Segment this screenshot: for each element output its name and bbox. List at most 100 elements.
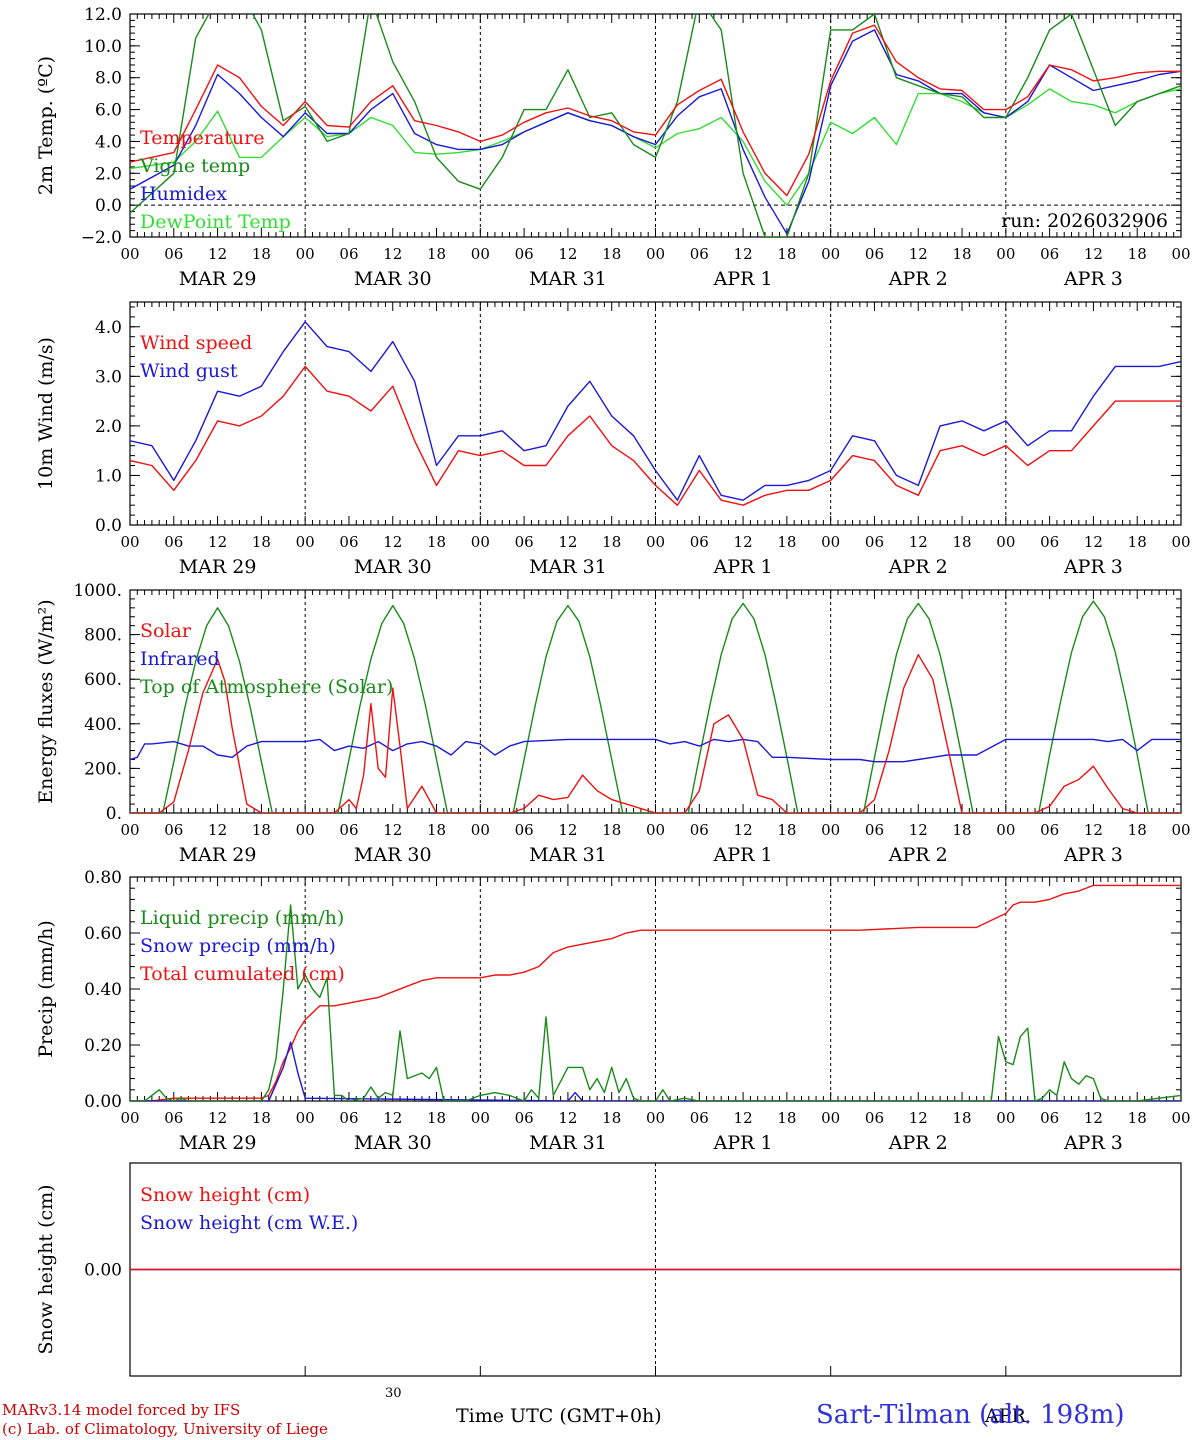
day-label: APR 2 [888,556,948,578]
hour-tick-label: 18 [1128,1109,1147,1127]
legend-entry: Snow height (cm) [140,1184,310,1206]
hour-tick-label: 06 [164,245,183,263]
hour-tick-label: 06 [865,245,884,263]
y-tick-label: 0. [106,804,122,824]
hour-tick-label: 00 [646,821,665,839]
legend-entry: Snow height (cm W.E.) [140,1212,358,1234]
hour-tick-label: 00 [821,245,840,263]
hour-tick-label: 06 [690,533,709,551]
y-tick-label: −2.0 [81,228,122,248]
hour-tick-label: 06 [865,1109,884,1127]
hour-tick-label: 18 [252,245,271,263]
day-label: APR 3 [1063,268,1123,290]
hour-tick-label: 06 [865,821,884,839]
hour-tick-label: 18 [777,533,796,551]
series-line-wind-speed [130,365,1181,506]
day-label: MAR 31 [529,844,607,866]
hour-tick-label: 12 [208,533,227,551]
y-tick-label: 0.20 [84,1036,122,1056]
stray-label-30: 30 [385,1386,402,1401]
hour-tick-label: 00 [296,245,315,263]
hour-tick-label: 12 [909,1109,928,1127]
series-line-solar [130,654,1181,813]
day-label: MAR 31 [529,1132,607,1154]
hour-tick-label: 00 [296,533,315,551]
series-line-temperature [130,24,1181,197]
legend-entry: DewPoint Temp [140,211,291,233]
hour-tick-label: 06 [690,245,709,263]
hour-tick-label: 00 [646,245,665,263]
panel-2: 00 06 12 18 00 06 12 18 00 06 12 18 00 06 12 18 00 06 12 18… [35,301,1191,578]
hour-tick-label: 18 [602,245,621,263]
hour-tick-label: 06 [339,533,358,551]
hour-tick-label: 12 [734,821,753,839]
hour-tick-label: 00 [996,533,1015,551]
y-tick-label: 1.0 [95,466,122,486]
panel-1: 00 06 12 18 00 06 12 18 00 06 12 18 00 06 12 18 00 06 12 18… [35,5,1191,290]
hour-tick-label: 00 [646,533,665,551]
series-line-wind-gust [130,321,1181,501]
y-tick-label: 2.0 [95,417,122,437]
hour-tick-label: 06 [690,821,709,839]
hour-tick-label: 18 [252,1109,271,1127]
hour-tick-label: 00 [471,1109,490,1127]
series-line-total-cumulated-cm [130,884,1181,1101]
y-tick-label: 0.00 [84,1261,122,1281]
hour-tick-label: 18 [777,821,796,839]
series-line-humidex [130,29,1181,235]
hour-tick-label: 06 [515,1109,534,1127]
day-label: MAR 31 [529,556,607,578]
y-axis-title: Precip (mm/h) [35,920,57,1058]
hour-tick-label: 06 [339,245,358,263]
y-tick-label: 0.0 [95,516,122,536]
day-label: APR 2 [888,1132,948,1154]
hour-tick-label: 06 [515,533,534,551]
hour-tick-label: 00 [821,533,840,551]
hour-tick-label: 18 [427,821,446,839]
hour-tick-label: 00 [296,821,315,839]
hour-tick-label: 12 [383,1109,402,1127]
legend-entry: Top of Atmosphere (Solar) [140,676,393,698]
stray-label-apr: APR [985,1405,1026,1427]
hour-tick-label: 06 [164,1109,183,1127]
credit-model: MARv3.14 model forced by IFS [2,1401,241,1419]
y-tick-label: 0.40 [84,980,122,1000]
legend-entry: Infrared [140,648,220,670]
hour-tick-label: 00 [1171,821,1190,839]
day-label: MAR 31 [529,268,607,290]
day-label: APR 3 [1063,844,1123,866]
day-label: MAR 30 [354,268,432,290]
y-tick-label: 800. [84,626,122,646]
hour-tick-label: 18 [427,245,446,263]
hour-tick-label: 18 [252,821,271,839]
hour-tick-label: 12 [1084,1109,1103,1127]
y-tick-label: 2.0 [95,164,122,184]
series-line-vigne-temp [130,14,1181,237]
hour-tick-label: 12 [208,821,227,839]
y-tick-label: 12.0 [84,5,122,25]
day-label: APR 1 [713,844,773,866]
hour-tick-label: 12 [1084,533,1103,551]
hour-tick-label: 12 [734,1109,753,1127]
day-label: MAR 29 [179,844,257,866]
y-axis-title: 2m Temp. (ºC) [35,56,57,195]
legend-entry: Humidex [140,183,227,205]
y-tick-label: 0.80 [84,868,122,888]
panel-4: 00 06 12 18 00 06 12 18 00 06 12 18 00 06 12 18 00 06 12 18… [35,868,1191,1154]
y-axis-title: Energy fluxes (W/m²) [35,599,57,803]
y-tick-label: 8.0 [95,69,122,89]
hour-tick-label: 00 [821,821,840,839]
day-label: APR 1 [713,556,773,578]
hour-tick-label: 06 [515,821,534,839]
hour-tick-label: 18 [1128,245,1147,263]
station-title: Sart-Tilman (alt. 198m) [816,1400,1125,1430]
y-axis-title: 10m Wind (m/s) [35,337,57,490]
hour-tick-label: 18 [1128,821,1147,839]
hour-tick-label: 06 [339,821,358,839]
hour-tick-label: 06 [690,1109,709,1127]
y-tick-label: 0.00 [84,1092,122,1112]
hour-tick-label: 00 [1171,1109,1190,1127]
hour-tick-label: 06 [1040,533,1059,551]
hour-tick-label: 18 [602,1109,621,1127]
